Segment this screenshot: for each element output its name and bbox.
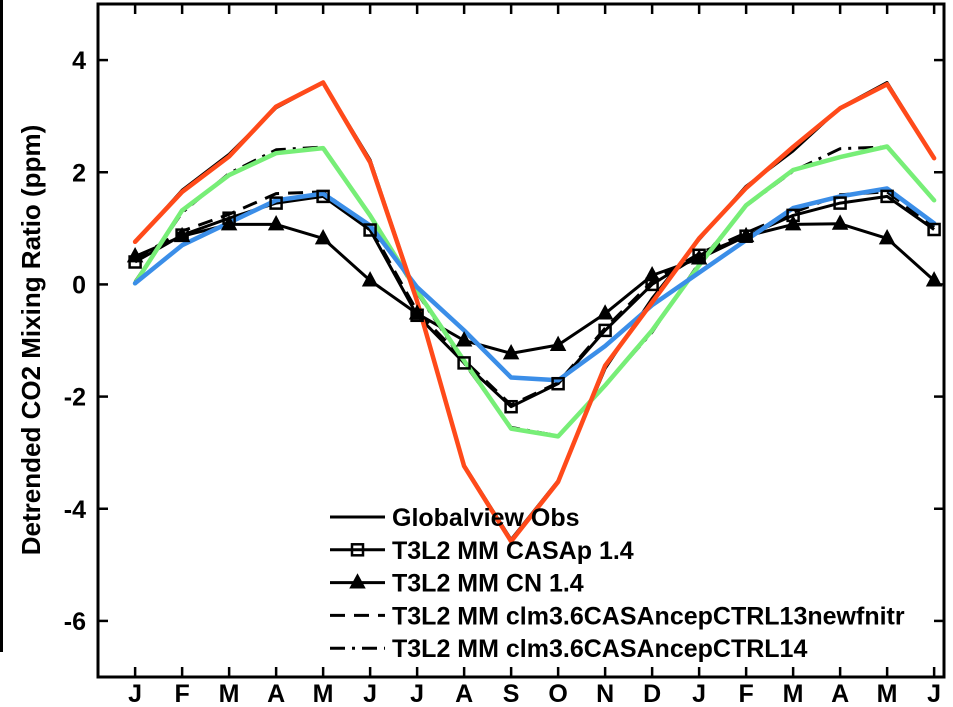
t3l2-mm-cn-1-4-point-4	[267, 215, 285, 231]
x-tick-label: O	[548, 680, 567, 707]
t3l2-mm-casap-1-4-line	[134, 194, 935, 409]
legend-label-t3l2-mm-clm3-6casancepctrl13newfnitr: T3L2 MM clm3.6CASAncepCTRL13newfnitr	[392, 602, 905, 630]
x-tick-label: J	[692, 680, 706, 707]
legend-label-t3l2-mm-cn-1-4: T3L2 MM CN 1.4	[392, 570, 584, 598]
t3l2-mm-casap-1-4-point-11	[598, 323, 612, 338]
plot-frame	[96, 2, 946, 679]
y-tick-label: 0	[72, 271, 86, 299]
x-tick-label: D	[643, 680, 661, 707]
y-tick-label: 2	[72, 159, 86, 187]
x-tick-label: M	[219, 680, 240, 707]
t3l2-mm-cn-1-4-point-2	[173, 226, 191, 243]
x-tick-label: J	[410, 680, 424, 707]
t3l2-mm-casap-1-4-point-8	[457, 356, 471, 370]
axes	[96, 2, 946, 679]
y-tick-label: -4	[64, 496, 86, 524]
t3l2-mm-cn-1-4-point-5	[314, 229, 332, 245]
t3l2-mm-cn-1-4-point-14	[737, 226, 755, 243]
x-tick-label: M	[877, 680, 898, 707]
t3l2-mm-casap-1-4-point-9	[504, 399, 518, 414]
y-axis-ticks: -6 -4 -2 0 2 4	[64, 47, 944, 636]
series-7-line	[132, 186, 937, 383]
x-tick-label: A	[831, 680, 849, 707]
t3l2-mm-clm3-6casancepctrl13newfnitr-line	[134, 190, 936, 407]
legend-label-t3l2-mm-casap-1-4: T3L2 MM CASAp 1.4	[392, 537, 634, 565]
legend-label-globalview-obs: Globalview Obs	[392, 504, 580, 532]
t3l2-mm-cn-1-4-point-15	[784, 215, 802, 231]
y-axis-label: Detrended CO2 Mixing Ratio (ppm)	[16, 125, 46, 555]
x-tick-label: F	[738, 680, 753, 707]
legend: Globalview Obs T3L2 MM CASAp 1.4 T3L2 MM C…	[330, 504, 905, 663]
x-tick-label: F	[174, 680, 189, 707]
x-tick-label: J	[363, 680, 377, 707]
t3l2-mm-cn-1-4-point-1	[126, 247, 144, 263]
t3l2-mm-casap-1-4-point-18	[927, 222, 941, 237]
t3l2-mm-cn-1-4-line	[134, 222, 936, 355]
series-8-line	[132, 80, 937, 544]
t3l2-mm-cn-1-4-point-17	[878, 229, 896, 245]
t3l2-mm-cn-1-4-point-10	[549, 335, 567, 351]
t3l2-mm-casap-1-4-point-5	[316, 189, 330, 204]
t3l2-mm-casap-1-4-point-4	[269, 196, 283, 210]
legend-label-t3l2-mm-clm3-6casancepctrl14: T3L2 MM clm3.6CASAncepCTRL14	[392, 635, 807, 663]
x-tick-label: A	[267, 680, 285, 707]
t3l2-mm-cn-1-4-point-11	[596, 304, 614, 320]
t3l2-mm-casap-1-4-point-16	[833, 196, 847, 210]
t3l2-mm-cn-1-4-point-13	[690, 249, 708, 265]
series-markers	[126, 189, 943, 414]
t3l2-mm-casap-1-4-point-17	[880, 189, 894, 204]
series-6-line	[132, 144, 937, 439]
x-tick-label: A	[455, 680, 473, 707]
left-edge-bar	[0, 0, 3, 652]
t3l2-mm-casap-1-4-point-10	[551, 376, 565, 391]
t3l2-mm-cn-1-4-point-12	[643, 266, 661, 282]
legend-marker-t3l2-mm-cn-1-4	[349, 573, 366, 589]
x-tick-label: S	[503, 680, 520, 707]
x-tick-label: J	[927, 680, 941, 707]
t3l2-mm-cn-1-4-point-8	[455, 331, 473, 347]
globalview-obs-line	[133, 81, 936, 542]
t3l2-mm-cn-1-4-point-3	[220, 215, 238, 231]
t3l2-mm-casap-1-4-point-6	[363, 223, 377, 237]
x-tick-label: N	[596, 680, 614, 707]
t3l2-mm-cn-1-4-point-18	[925, 271, 943, 287]
x-tick-label: M	[313, 680, 334, 707]
x-tick-label: J	[128, 680, 142, 707]
legend-marker-t3l2-mm-casap-1-4	[350, 543, 365, 557]
t3l2-mm-cn-1-4-point-7	[408, 304, 426, 320]
y-tick-label: -6	[64, 608, 86, 636]
t3l2-mm-cn-1-4-point-16	[831, 214, 849, 230]
x-tick-label: M	[783, 680, 804, 707]
y-tick-label: -2	[64, 384, 86, 412]
y-tick-label: 4	[72, 47, 86, 75]
t3l2-mm-cn-1-4-point-9	[502, 344, 520, 360]
t3l2-mm-cn-1-4-point-6	[361, 271, 379, 287]
series-lines	[132, 80, 937, 544]
